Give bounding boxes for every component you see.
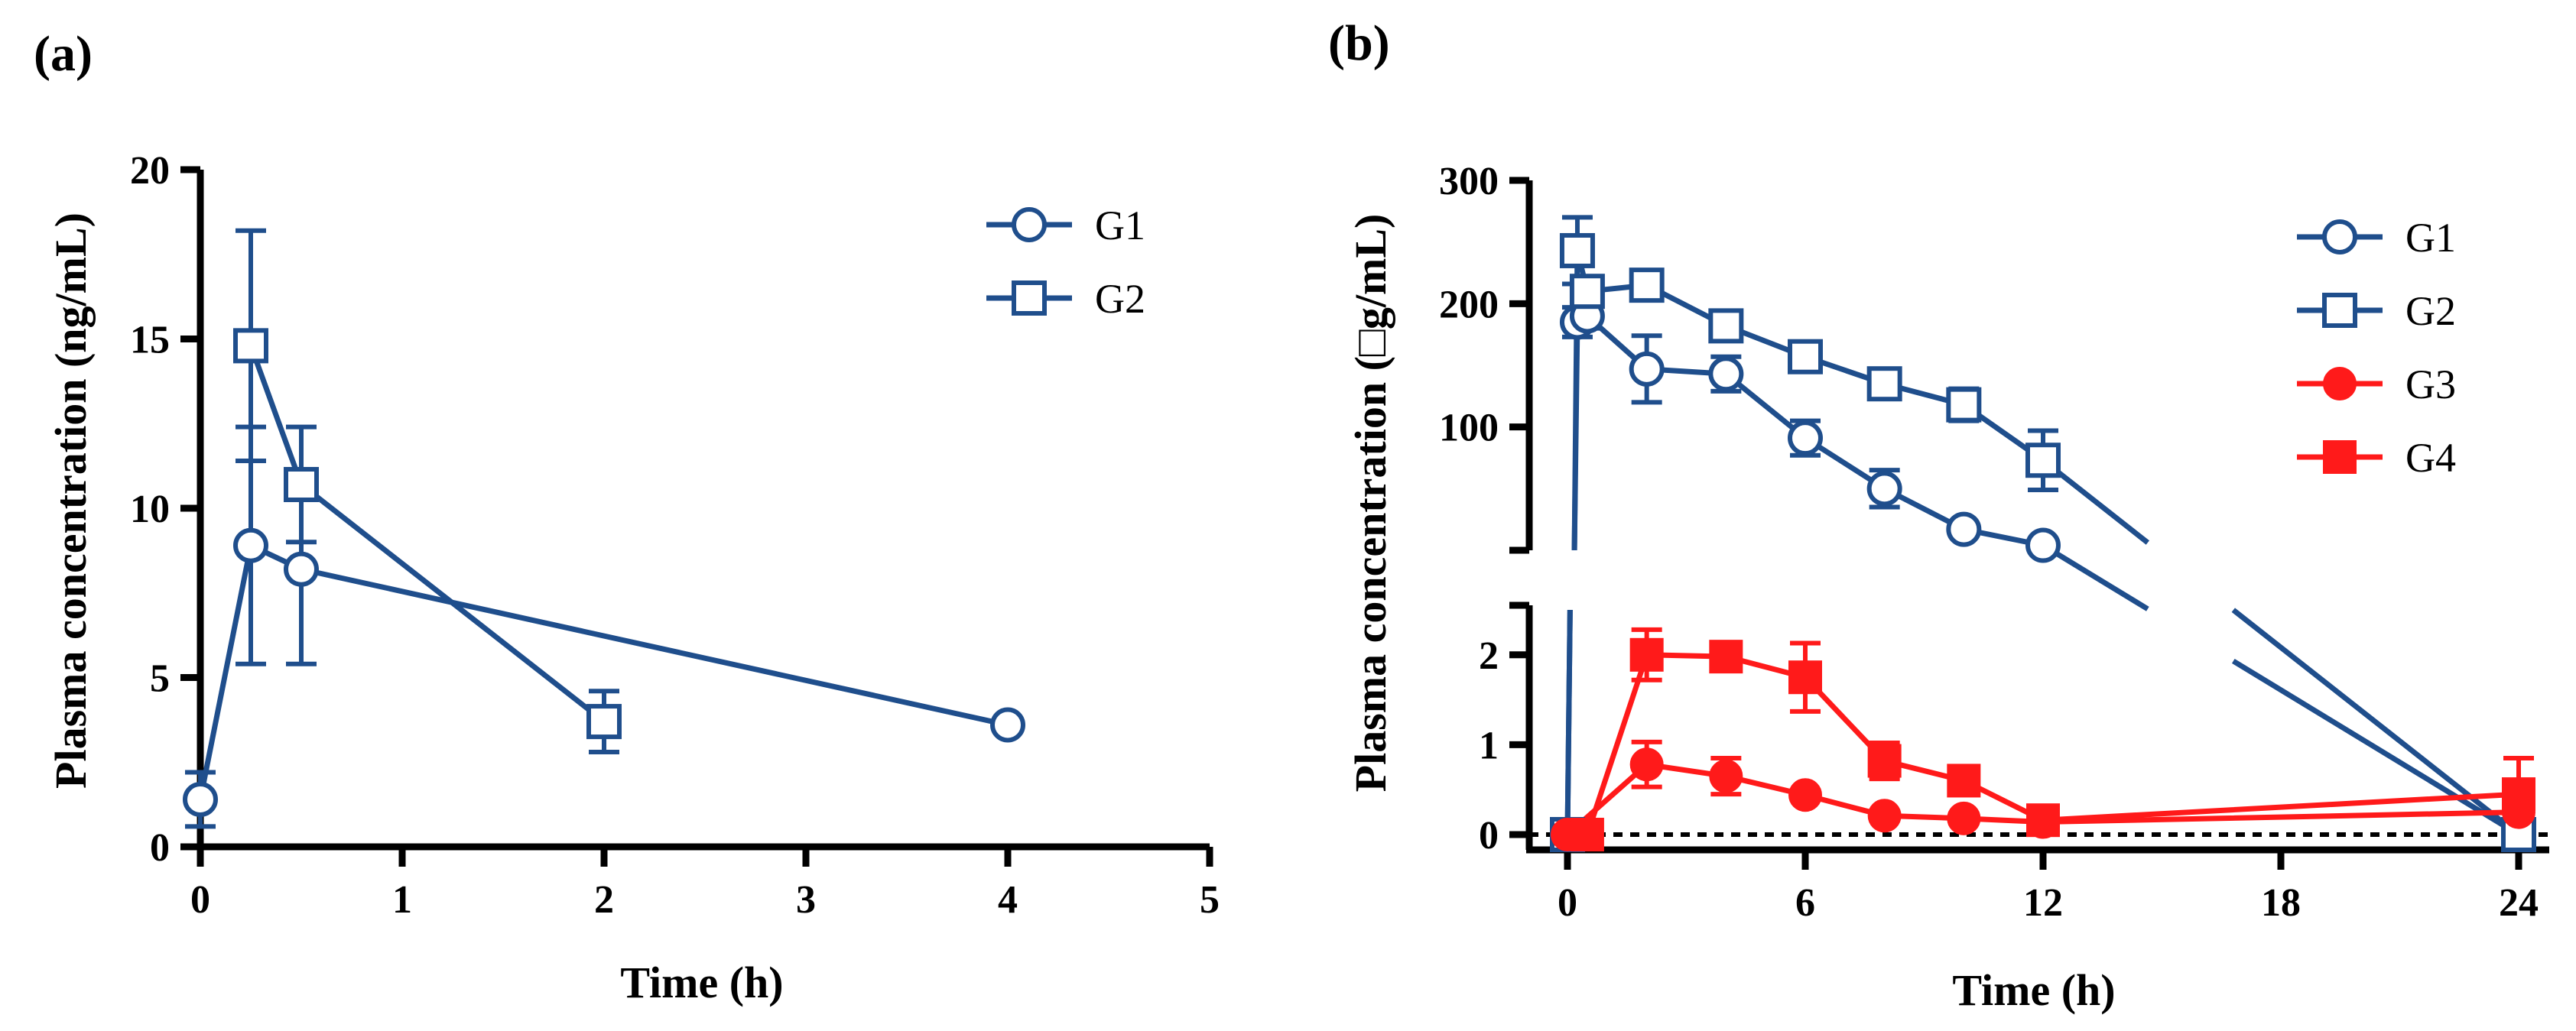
panel-b-series-g4-point	[1570, 818, 1604, 851]
panel-b-series-g1-point	[1629, 351, 1665, 387]
panel-a-series-g1-point	[284, 551, 319, 587]
panel-a-legend-entry-g1: G1	[986, 203, 1145, 248]
panel-b-legend-entry-g4: G4	[2297, 435, 2456, 481]
panel-a-axes: 0 5 10 15 20 0 1 2 3 4 5	[130, 149, 1220, 922]
panel-a-series-g1-point	[183, 781, 218, 817]
panel-b-legend: G1 G2 G3 G4	[2297, 215, 2456, 481]
panel-b-series-g4-point	[1867, 744, 1902, 778]
panel-a-x-axis-title: Time (h)	[620, 958, 783, 1007]
panel-b-series-g4-point	[2026, 803, 2060, 838]
panel-a-x-tick-label: 2	[594, 878, 614, 922]
panel-a-x-tick-label: 0	[190, 878, 210, 922]
panel-b-series-g2-point	[1629, 267, 1665, 303]
panel-a-y-axis-title: Plasma concentration (ng/mL)	[46, 212, 96, 789]
panel-b-x-axis-title: Time (h)	[1952, 965, 2115, 1015]
panel-b-series-g4-point	[2502, 777, 2535, 812]
panel-b-data	[1550, 215, 2536, 852]
panel-b-y-axis-title: Plasma concentration (□g/mL)	[1346, 214, 1395, 793]
panel-b-y-tick-label-lower: 0	[1479, 814, 1499, 858]
panel-b-legend-entry-g3: G3	[2297, 361, 2456, 407]
panel-a-legend-entry-g2: G2	[986, 276, 1145, 322]
panel-b-x-tick-label: 18	[2261, 881, 2301, 925]
panel-b-series-g4-point	[1788, 660, 1822, 695]
panel-a-x-tick-label: 1	[392, 878, 412, 922]
legend-label: G2	[1095, 276, 1145, 322]
panel-b-series-g2-point	[1866, 366, 1902, 402]
panel-b-series-g1-point	[1708, 356, 1744, 392]
panel-b-letter: (b)	[1328, 15, 1390, 71]
panel-b-series-g4-point	[1709, 640, 1743, 674]
panel-a-x-tick-label: 4	[998, 878, 1018, 922]
panel-a-series-g1-line	[197, 543, 1009, 800]
panel-b-series-g4-point	[1629, 637, 1664, 672]
panel-a-letter: (a)	[34, 26, 93, 82]
panel-a-y-tick-label: 20	[130, 149, 170, 193]
legend-label: G1	[1095, 203, 1145, 248]
panel-a-y-tick-label: 10	[130, 488, 170, 531]
panel-b-x-tick-label: 24	[2499, 881, 2539, 925]
panel-b-series-g2-point	[1559, 232, 1595, 268]
panel-b-series-g4-point	[1947, 764, 1981, 798]
panel-a-series-g2-point	[586, 704, 622, 740]
panel-b-series-g1-fall-upper	[2042, 543, 2149, 611]
panel-b-series-g1-point	[1788, 420, 1823, 456]
legend-marker	[2323, 367, 2357, 400]
panel-a-x-tick-label: 5	[1200, 878, 1220, 922]
legend-marker	[1012, 207, 1047, 242]
panel-a-series-g2-point	[233, 328, 268, 364]
panel-a-y-tick-label: 15	[130, 319, 170, 362]
panel-b-series-g3-point	[1867, 799, 1902, 833]
panel-b-series-g3-point	[1629, 747, 1664, 782]
panel-b-series-g1-point	[1946, 511, 1982, 547]
panel-b-y-tick-label-lower: 2	[1479, 634, 1499, 678]
panel-b-x-tick-label: 6	[1795, 881, 1815, 925]
panel-a-y-tick-label: 5	[150, 657, 170, 701]
panel-b-series-g1-fall-lower	[2231, 658, 2520, 837]
legend-label: G3	[2405, 361, 2456, 407]
panel-b-series-g2-rise-lower	[1564, 609, 1573, 835]
panel-b-legend-entry-g2: G2	[2297, 288, 2456, 334]
panel-b-series-g2-point	[1708, 308, 1744, 344]
legend-marker	[2322, 293, 2357, 328]
panel-b-y-tick-label-lower: 1	[1479, 724, 1499, 767]
legend-marker	[2323, 440, 2357, 474]
panel-a-series-g2-point	[284, 466, 319, 502]
panel-b-series-g2-point	[2025, 443, 2061, 478]
panel-a-legend: G1 G2	[986, 203, 1145, 322]
panel-b-series-g3-point	[1709, 759, 1743, 793]
panel-a-data	[183, 228, 1025, 829]
panel-b-y-tick-label-upper: 300	[1439, 160, 1499, 203]
panel-a-y-tick-label: 0	[150, 826, 170, 870]
panel-a-series-g1-point	[233, 527, 268, 563]
legend-marker	[1012, 280, 1047, 316]
panel-b-y-tick-label-upper: 100	[1439, 407, 1499, 450]
legend-label: G2	[2405, 288, 2456, 334]
panel-b-x-tick-label: 12	[2023, 881, 2063, 925]
panel-b-series-g1-point	[2025, 527, 2061, 563]
panel-a-series-g1-point	[990, 707, 1025, 743]
panel-b-series-g2-point	[1788, 339, 1823, 374]
panel-b-x-tick-label: 0	[1558, 881, 1577, 925]
panel-b-series-g3-point	[1947, 801, 1981, 835]
panel-b-series-g2-point	[1946, 387, 1982, 423]
panel-b-series-g1-point	[1866, 471, 1902, 507]
panel-b-series-g2-point	[1569, 274, 1605, 310]
legend-marker	[2322, 219, 2357, 255]
panel-b-legend-entry-g1: G1	[2297, 215, 2456, 261]
panel-b-series-g3-point	[1788, 778, 1822, 812]
legend-label: G4	[2405, 435, 2456, 481]
panel-b-y-tick-label-upper: 200	[1439, 283, 1499, 326]
panel-a: (a) 0 5 10 15 20 0 1 2 3 4 5 Plasma concentration …	[34, 26, 1220, 1007]
panel-a-x-tick-label: 3	[796, 878, 816, 922]
legend-label: G1	[2405, 215, 2456, 261]
